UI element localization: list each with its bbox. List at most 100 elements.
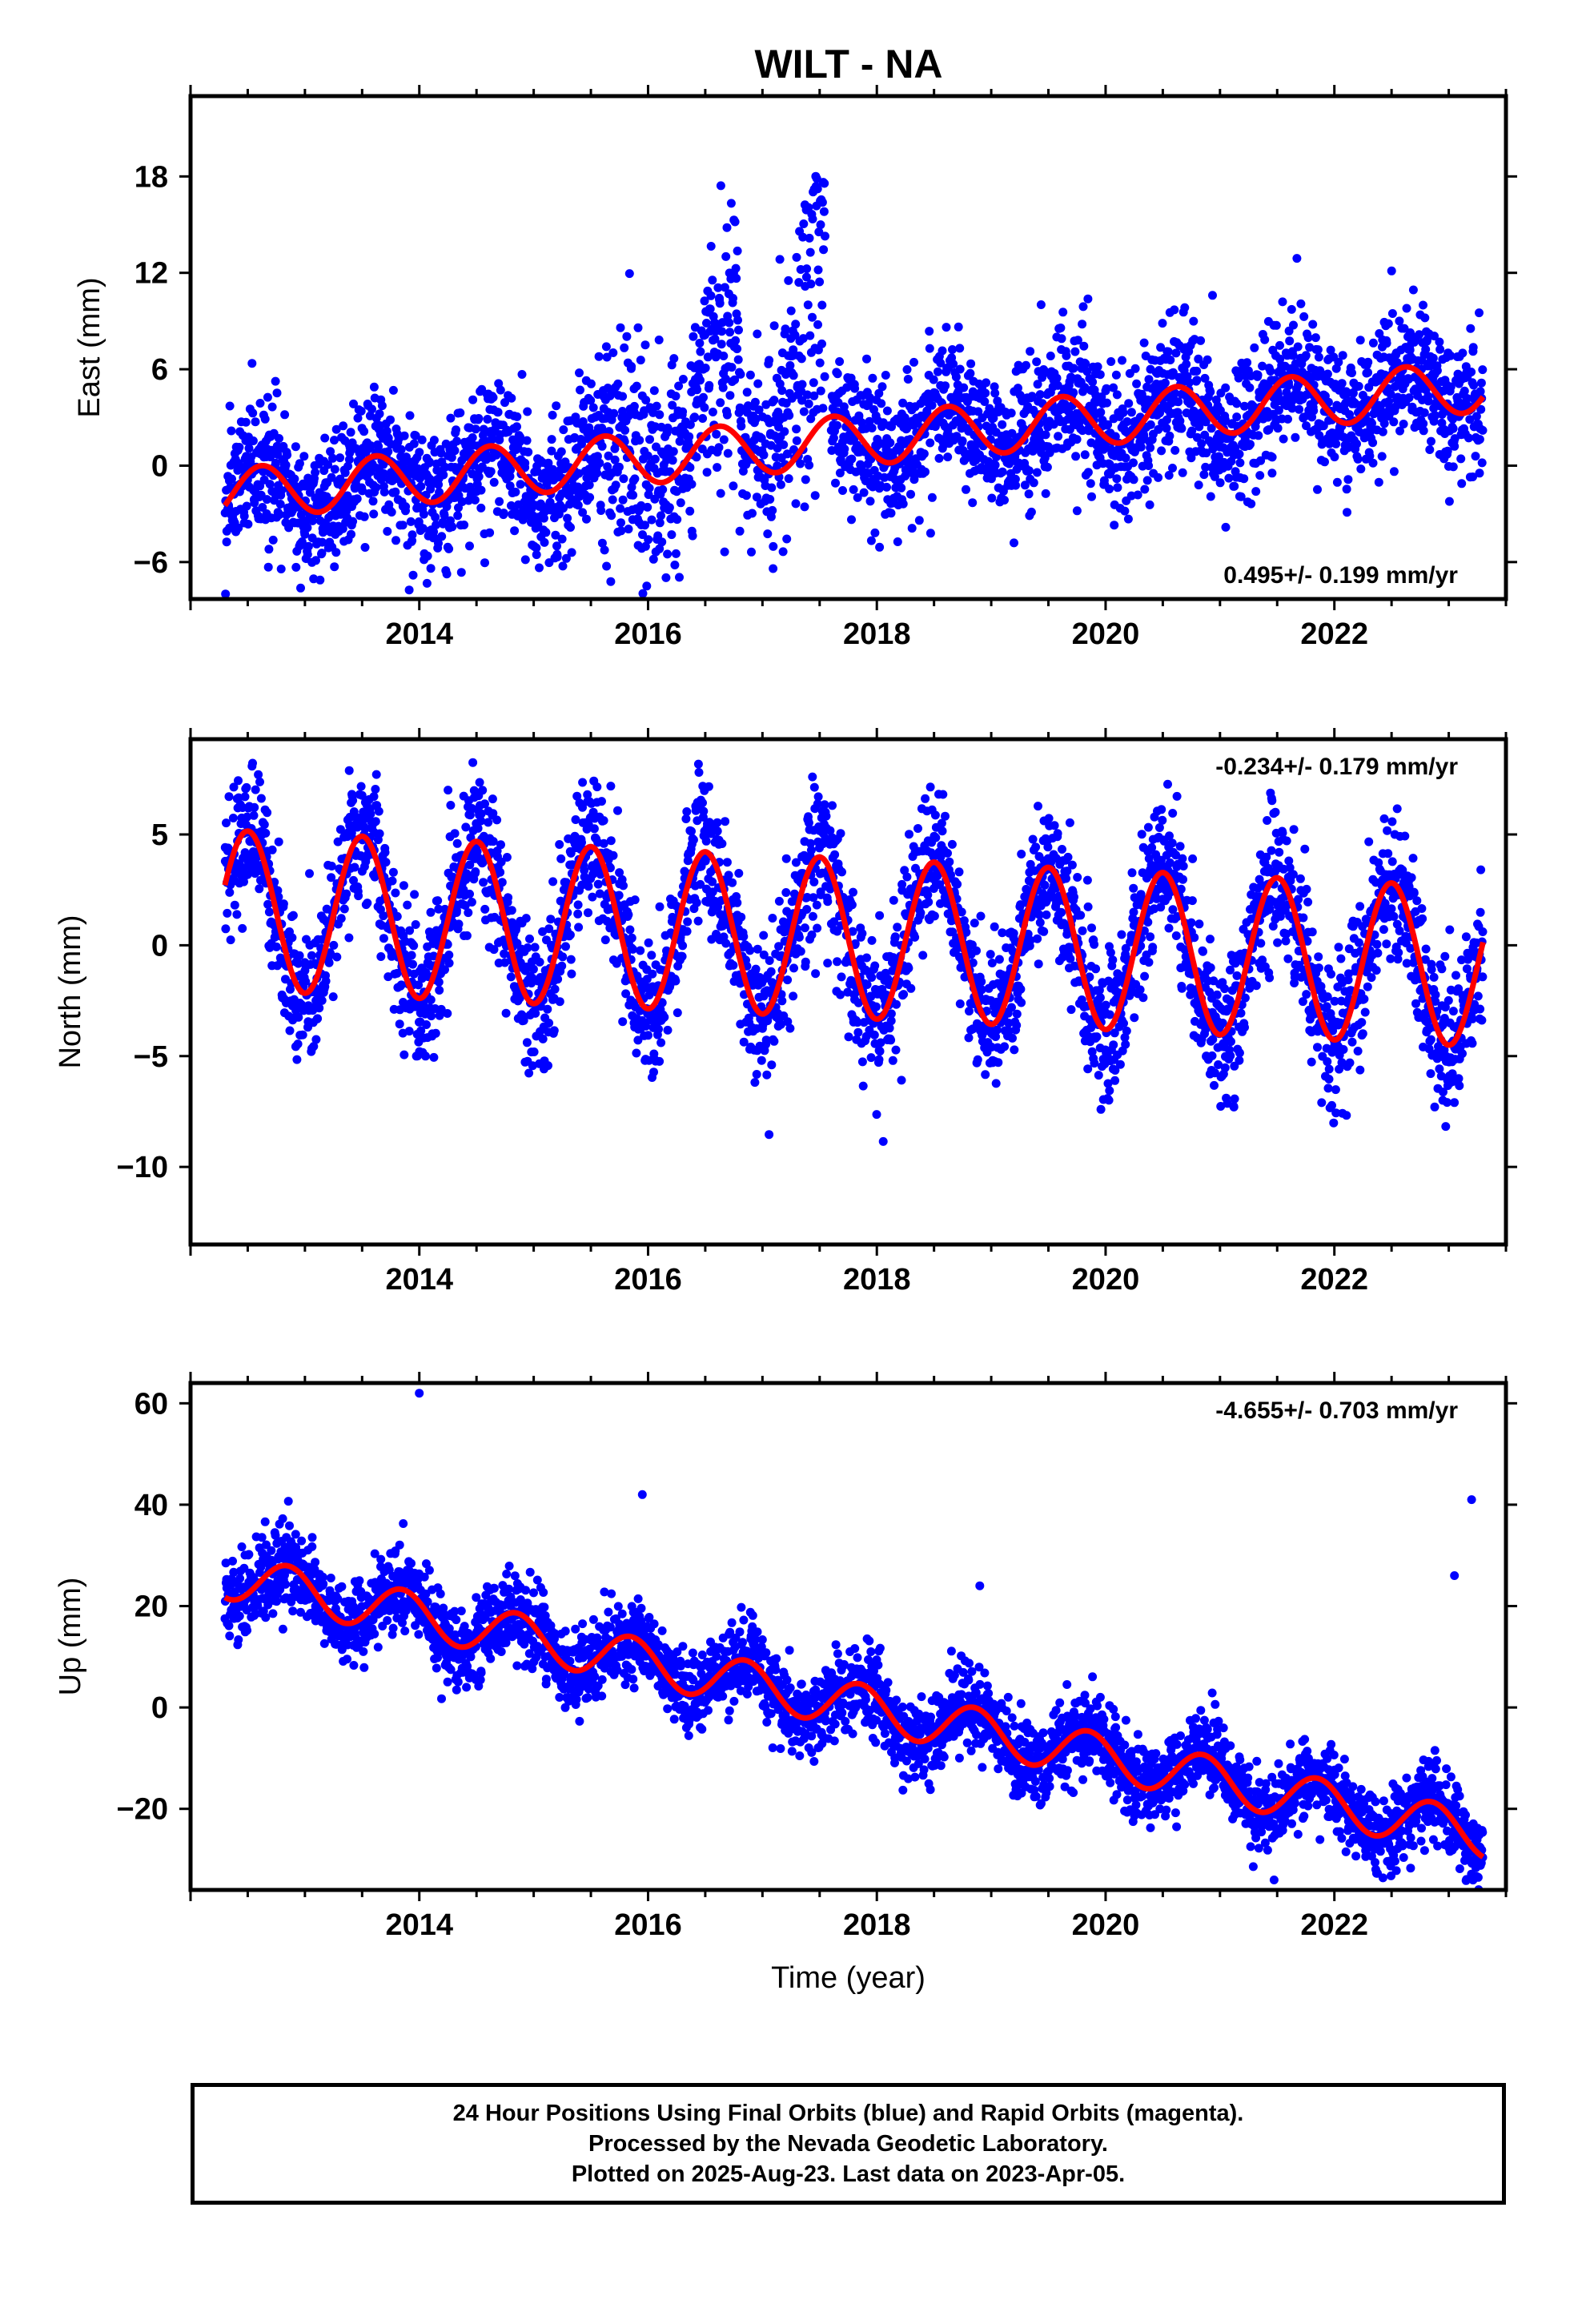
east-obs-point <box>366 441 375 451</box>
north-obs-point <box>298 1030 307 1039</box>
east-obs-point <box>775 255 785 264</box>
north-obs-point <box>238 923 247 933</box>
east-obs-point <box>346 428 355 437</box>
east-obs-point <box>767 483 777 493</box>
east-obs-point <box>816 220 825 230</box>
east-obs-point <box>780 427 789 436</box>
east-obs-point <box>808 312 817 322</box>
east-obs-point <box>716 489 725 498</box>
east-obs-point <box>1132 379 1142 388</box>
east-obs-point <box>578 508 588 517</box>
north-obs-point <box>435 986 444 995</box>
east-y-tick-label: 18 <box>135 160 168 194</box>
north-obs-point <box>781 854 791 863</box>
north-obs-point <box>825 826 835 835</box>
north-obs-point <box>615 868 624 878</box>
east-obs-point <box>796 459 805 468</box>
north-obs-point <box>721 817 730 826</box>
east-obs-point <box>327 472 336 482</box>
east-obs-point <box>1071 452 1081 461</box>
east-obs-point <box>221 589 231 599</box>
east-obs-point <box>622 332 632 341</box>
north-obs-point <box>538 1034 548 1043</box>
east-x-tick-label: 2016 <box>614 617 682 651</box>
east-obs-point <box>705 304 715 314</box>
east-obs-point <box>1301 351 1311 360</box>
east-obs-point <box>470 495 480 505</box>
east-obs-point <box>687 480 697 489</box>
east-obs-point <box>792 436 801 445</box>
east-obs-point <box>1029 478 1038 488</box>
east-obs-point <box>1142 476 1152 485</box>
east-obs-point <box>817 198 827 207</box>
east-obs-point <box>768 505 777 515</box>
east-obs-point <box>726 199 736 208</box>
east-obs-point <box>789 371 798 380</box>
east-obs-point <box>540 537 549 547</box>
north-obs-point <box>648 969 657 979</box>
east-obs-point <box>437 532 447 541</box>
north-obs-point <box>433 896 443 906</box>
north-obs-point <box>678 941 688 951</box>
east-obs-point <box>330 464 339 474</box>
north-obs-point <box>762 1070 772 1080</box>
north-obs-point <box>636 946 645 955</box>
east-obs-point <box>265 480 275 489</box>
north-obs-point <box>221 924 231 934</box>
east-x-tick-label: 2018 <box>843 617 911 651</box>
north-obs-point <box>376 952 386 961</box>
north-obs-point <box>371 770 381 779</box>
east-obs-point <box>552 541 561 551</box>
east-obs-point <box>949 360 958 368</box>
east-obs-point <box>1027 392 1037 401</box>
east-obs-point <box>1062 351 1071 360</box>
east-obs-point <box>283 450 292 460</box>
north-obs-point <box>577 838 586 847</box>
east-obs-point <box>727 363 737 372</box>
north-obs-point <box>294 1012 303 1022</box>
east-obs-point <box>835 468 845 478</box>
east-obs-point <box>556 447 566 456</box>
east-obs-point <box>1235 449 1244 459</box>
east-obs-point <box>833 369 842 379</box>
east-obs-point <box>1431 411 1440 420</box>
east-obs-point <box>1110 521 1119 530</box>
north-obs-point <box>776 1019 785 1029</box>
north-obs-point <box>681 814 691 823</box>
east-obs-point <box>1196 336 1206 345</box>
east-obs-point <box>773 408 783 416</box>
east-obs-point <box>584 480 594 490</box>
east-obs-point <box>998 467 1007 476</box>
east-obs-point <box>644 484 654 493</box>
east-obs-point <box>1079 341 1089 351</box>
east-obs-point <box>1399 420 1408 428</box>
east-obs-point <box>779 440 789 449</box>
east-obs-point <box>247 359 257 368</box>
east-obs-point <box>840 444 849 454</box>
east-obs-point <box>291 562 301 572</box>
north-obs-point <box>444 786 453 795</box>
east-obs-point <box>263 562 273 572</box>
north-obs-point <box>633 1035 643 1045</box>
east-obs-point <box>799 219 809 228</box>
east-obs-point <box>1295 404 1304 414</box>
north-obs-point <box>655 902 665 911</box>
north-obs-point <box>274 892 283 902</box>
east-obs-point <box>1273 424 1283 433</box>
east-obs-point <box>990 460 1000 470</box>
east-obs-point <box>1271 320 1281 330</box>
east-obs-point <box>383 447 393 456</box>
east-obs-point <box>610 455 620 464</box>
east-obs-point <box>990 388 1000 398</box>
north-obs-point <box>689 835 698 845</box>
east-obs-point <box>439 470 448 480</box>
east-obs-point <box>900 413 909 423</box>
north-obs-point <box>828 801 837 810</box>
east-obs-point <box>323 460 332 469</box>
east-obs-point <box>733 246 742 255</box>
east-obs-point <box>1477 458 1487 468</box>
east-obs-point <box>1368 438 1378 448</box>
east-obs-point <box>644 490 653 500</box>
east-x-tick-label: 2020 <box>1072 617 1140 651</box>
east-obs-point <box>488 434 497 444</box>
